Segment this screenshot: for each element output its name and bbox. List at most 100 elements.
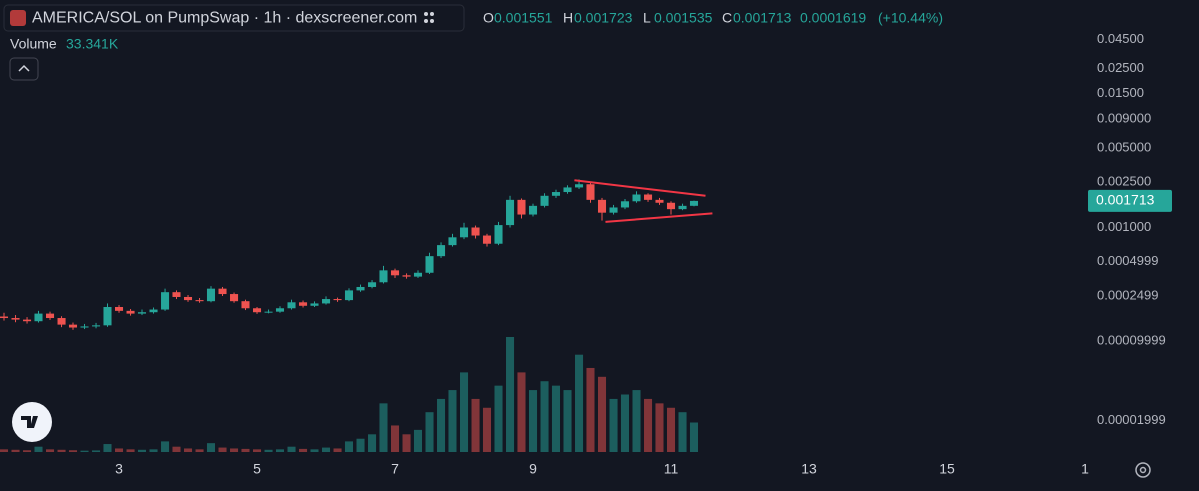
volume-bar [206,443,216,452]
candle-body [0,316,9,319]
volume-bar [425,412,434,452]
candle-body [425,256,434,273]
volume-bar [11,449,20,452]
candle-body [230,294,239,302]
candle-body [437,245,446,257]
volume-bar [540,381,549,452]
candle-body [172,292,181,297]
candle-body [368,282,377,287]
volume-value-label: 33.341K [66,36,119,52]
volume-bar [195,449,204,452]
volume-bar [506,337,515,452]
volume-bar [333,448,342,452]
candle-body [402,275,411,277]
volume-bar [103,444,112,452]
candle-body [528,205,538,215]
candle-body [597,199,607,213]
volume-bar [390,425,400,452]
volume-bar [137,449,147,452]
candle-body [241,301,250,309]
volume-bar [437,398,446,452]
ohlc-value: 0.001535 [654,10,713,26]
candle-body [68,324,78,328]
volume-bar [0,449,9,452]
volume-bar [689,422,699,452]
chart-title: AMERICA/SOL on PumpSwap · 1h · dexscreen… [32,10,417,27]
candle-body [137,312,147,314]
dot [424,19,428,23]
change-percent: (+10.44%) [878,10,943,26]
x-tick-label: 3 [115,461,123,477]
y-tick-label: 0.001000 [1097,219,1151,234]
candle-body [114,307,124,311]
candle-body [575,184,584,188]
volume-bar [379,403,388,452]
candle-body [57,318,66,325]
candle-body [80,326,89,328]
volume-bar [356,438,365,452]
y-tick-label: 0.02500 [1097,60,1144,75]
x-tick-label: 15 [939,461,955,477]
candle-body [620,201,630,208]
volume-bar [666,407,676,452]
gear-center [1139,466,1147,474]
settings-dots[interactable] [424,12,434,23]
ohlc-letter: L [643,10,651,26]
volume-bar [183,448,193,452]
volume-bar [321,447,331,452]
y-tick-label: 0.04500 [1097,31,1144,46]
candle-body [299,302,308,306]
candle-body [540,195,549,206]
y-tick-label: 0.0002499 [1097,287,1158,302]
volume-bar [80,450,89,452]
candle-body [356,286,365,291]
collapse-button[interactable] [9,57,39,81]
volume-bar [563,390,572,452]
candle-body [321,299,331,304]
settings-gear[interactable] [1135,462,1151,478]
volume-title: Volume [10,36,57,52]
volume-bar [275,449,285,452]
candle-body [390,270,400,276]
trendline [574,179,706,197]
volume-bar [34,446,43,452]
x-tick-label: 9 [529,461,537,477]
candle-body [333,299,342,301]
volume-bar [126,449,135,452]
volume-bar [114,448,124,452]
y-tick-label: 0.002500 [1097,174,1151,189]
volume-bar [299,448,308,452]
volume-bar [448,390,457,452]
y-tick-label: 0.00009999 [1097,333,1166,348]
title-box [3,4,465,32]
volume-bar [149,449,158,452]
ohlc-letter: O [483,10,494,26]
ohlc-letter: C [722,10,732,26]
ohlc-letter: H [563,10,573,26]
volume-bar [459,372,469,452]
volume-bar [494,385,503,452]
price-tag-label: 0.001713 [1096,192,1155,208]
candle-body [161,292,170,310]
candle-body [34,313,43,322]
candle-body [459,227,469,238]
volume-bar [517,372,526,452]
volume-bar [528,390,538,452]
volume-bars [0,337,699,452]
volume-bar [218,447,227,452]
y-tick-label: 0.01500 [1097,85,1144,100]
candle-body [689,200,699,206]
candle-body [252,308,262,313]
y-tick-label: 0.009000 [1097,110,1151,125]
candle-body [586,184,595,200]
dot [430,19,434,23]
candle-body [264,311,273,313]
volume-bar [287,446,296,452]
candle-body [218,288,227,295]
volume-bar [586,367,595,452]
candle-body [482,235,492,244]
candle-body [517,199,526,215]
y-tick-label: 0.00001999 [1097,412,1166,427]
candle-body [644,194,653,200]
volume-bar [241,448,250,452]
